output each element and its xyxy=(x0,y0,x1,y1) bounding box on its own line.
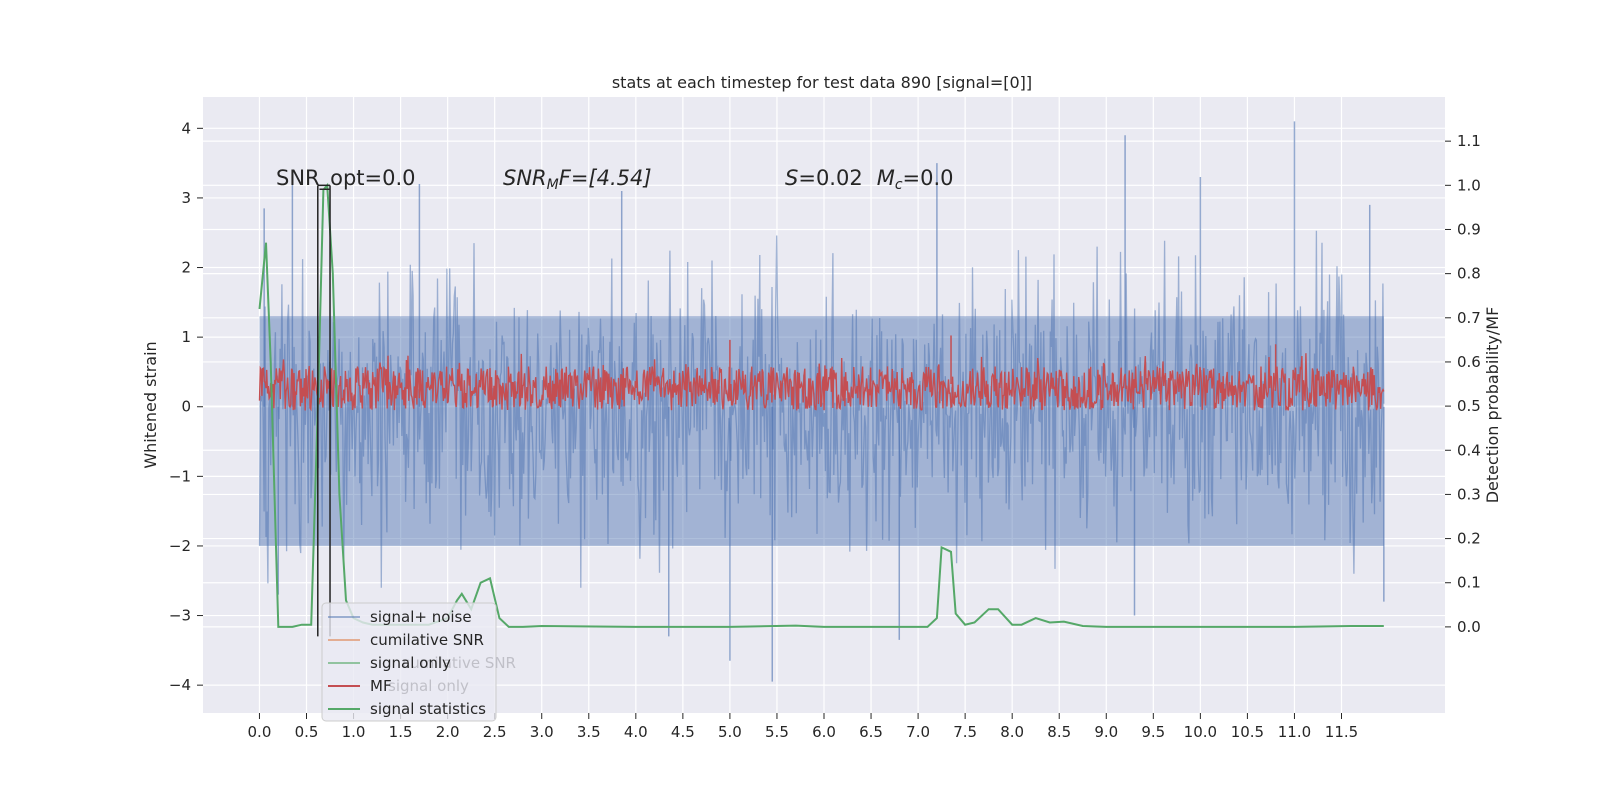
x-tick-label: 9.5 xyxy=(1141,723,1165,741)
y-right-tick-label: 1.1 xyxy=(1457,132,1481,150)
x-tick-label: 5.0 xyxy=(718,723,742,741)
x-tick-label: 6.0 xyxy=(812,723,836,741)
x-tick-label: 7.0 xyxy=(906,723,930,741)
x-tick-label: 0.5 xyxy=(295,723,319,741)
x-tick-label: 10.5 xyxy=(1231,723,1264,741)
signal-statistics-line xyxy=(258,182,1384,628)
mc-sub: c xyxy=(895,177,903,193)
y-tick-label: 0 xyxy=(181,398,191,416)
y-tick-label: 2 xyxy=(181,259,191,277)
y-tick-label: −3 xyxy=(169,607,191,625)
y-right-tick-label: 1.0 xyxy=(1457,176,1481,194)
x-tick-label: 10.0 xyxy=(1184,723,1217,741)
mf-series xyxy=(258,335,1385,412)
legend-ghost-text-2: signal only xyxy=(388,677,469,695)
y-tick-label: 1 xyxy=(181,328,191,346)
chart-title: stats at each timestep for test data 890… xyxy=(612,73,1032,92)
legend: cumilative SNR signal only signal+ noise… xyxy=(321,602,516,722)
mc-value: =0.0 xyxy=(903,166,954,190)
x-tick-label: 4.0 xyxy=(624,723,648,741)
y-right-tick-label: 0.7 xyxy=(1457,309,1481,327)
y-right-tick-label: 0.0 xyxy=(1457,618,1481,636)
signal-statistics-series xyxy=(258,182,1384,628)
x-tick-label: 6.5 xyxy=(859,723,883,741)
y-right-tick-label: 0.5 xyxy=(1457,397,1481,415)
legend-ghost-text-1: cumilative SNR xyxy=(402,654,516,672)
y-right-tick-label: 0.3 xyxy=(1457,485,1481,503)
legend-label-signal-noise: signal+ noise xyxy=(370,608,472,626)
x-tick-label: 3.0 xyxy=(530,723,554,741)
y-tick-label: −1 xyxy=(169,467,191,485)
y-axis-ticks: 4 3 2 1 0 −1 −2 −3 −4 xyxy=(169,119,203,694)
y-axis-label: Whitened strain xyxy=(141,341,160,468)
annotation-snr-opt: SNR_opt=0.0 xyxy=(276,166,416,191)
y-axis-right-ticks: 1.1 1.0 0.9 0.8 0.7 0.6 0.5 0.4 0.3 0.2 0.1 0.0 xyxy=(1445,132,1481,636)
x-axis-ticks: 0.0 0.5 1.0 1.5 2.0 2.5 3.0 3.5 4.0 4.5 5.0 5.5 6.0 6… xyxy=(248,713,1358,741)
x-tick-label: 8.5 xyxy=(1047,723,1071,741)
y-right-tick-label: 0.8 xyxy=(1457,265,1481,283)
signal-noise-series xyxy=(258,121,1385,682)
x-tick-label: 5.5 xyxy=(765,723,789,741)
y-tick-label: 4 xyxy=(181,119,191,137)
s-label: S xyxy=(785,166,798,190)
y-tick-label: −4 xyxy=(169,676,191,694)
y-right-tick-label: 0.1 xyxy=(1457,574,1481,592)
y-right-tick-label: 0.9 xyxy=(1457,220,1481,238)
mf-line xyxy=(258,353,1385,412)
x-tick-label: 8.0 xyxy=(1000,723,1024,741)
annotation-snr-mf: SNRMF=[4.54] xyxy=(503,166,652,193)
vertical-markers xyxy=(317,184,331,637)
x-tick-label: 11.5 xyxy=(1325,723,1358,741)
legend-label-signal-statistics: signal statistics xyxy=(370,700,486,718)
signal-noise-core xyxy=(259,316,1384,546)
legend-box xyxy=(321,602,497,722)
x-tick-label: 2.5 xyxy=(483,723,507,741)
x-tick-label: 3.5 xyxy=(577,723,601,741)
signal-noise-line xyxy=(258,230,1385,588)
snr-mf-sub: M xyxy=(547,177,559,193)
x-tick-label: 4.5 xyxy=(671,723,695,741)
legend-label-cumulative-snr: cumilative SNR xyxy=(370,631,484,649)
snr-mf-rest: F=[4.54] xyxy=(559,166,652,190)
x-tick-label: 0.0 xyxy=(248,723,272,741)
snr-mf-label: SNR xyxy=(503,166,547,190)
legend-label-mf: MF xyxy=(370,677,392,695)
x-tick-label: 2.0 xyxy=(436,723,460,741)
y-right-tick-label: 0.6 xyxy=(1457,353,1481,371)
y-axis-right-label: Detection probability/MF xyxy=(1483,307,1502,504)
x-tick-label: 1.5 xyxy=(389,723,413,741)
mc-label: M xyxy=(877,166,895,190)
x-tick-label: 7.5 xyxy=(953,723,977,741)
x-tick-label: 11.0 xyxy=(1278,723,1311,741)
y-right-tick-label: 0.2 xyxy=(1457,530,1481,548)
x-tick-label: 1.0 xyxy=(342,723,366,741)
y-tick-label: −2 xyxy=(169,537,191,555)
y-right-tick-label: 0.4 xyxy=(1457,441,1481,459)
legend-label-signal-only: signal only xyxy=(370,654,451,672)
annotation-s-mc: S=0.02 Mc=0.0 xyxy=(785,166,954,193)
s-value: =0.02 xyxy=(798,166,862,190)
x-tick-label: 9.0 xyxy=(1094,723,1118,741)
y-tick-label: 3 xyxy=(181,189,191,207)
